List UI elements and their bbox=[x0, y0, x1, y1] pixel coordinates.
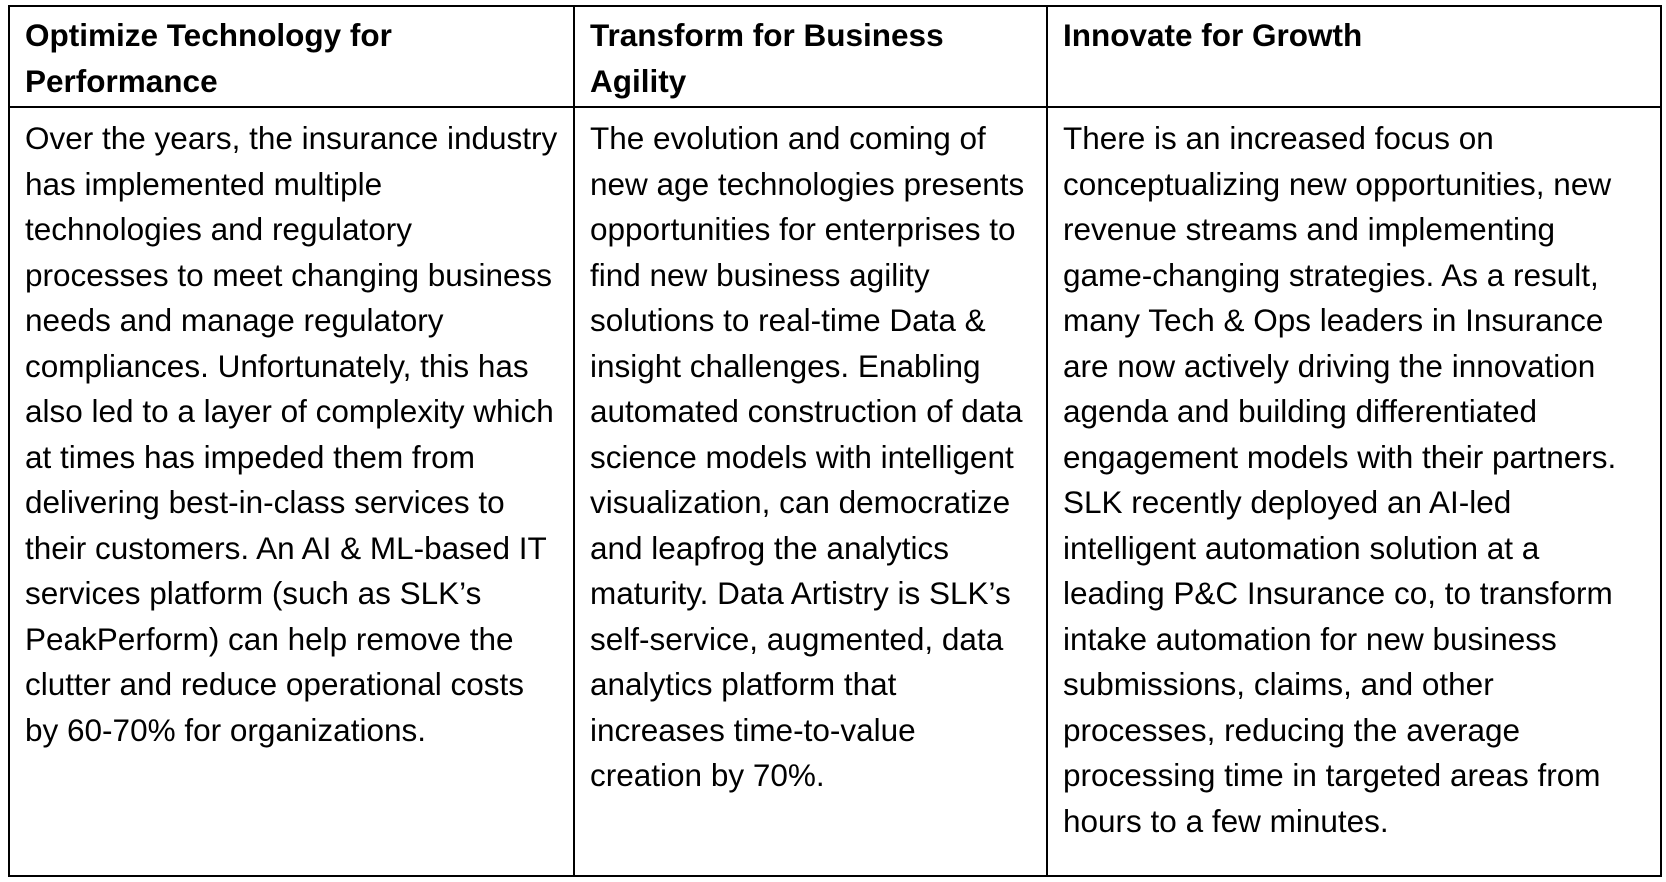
column-header-innovate-growth: Innovate for Growth bbox=[1046, 5, 1662, 108]
comparison-table: Optimize Technology for Performance Tran… bbox=[8, 5, 1662, 877]
cell-transform-business-agility: The evolution and coming of new age tech… bbox=[573, 106, 1048, 877]
column-header-transform-business-agility: Transform for Business Agility bbox=[573, 5, 1048, 108]
table-row: Over the years, the insurance industry h… bbox=[8, 106, 1662, 877]
cell-innovate-growth: There is an increased focus on conceptua… bbox=[1046, 106, 1662, 877]
cell-optimize-technology: Over the years, the insurance industry h… bbox=[8, 106, 575, 877]
column-header-optimize-technology: Optimize Technology for Performance bbox=[8, 5, 575, 108]
table-header-row: Optimize Technology for Performance Tran… bbox=[8, 5, 1662, 108]
